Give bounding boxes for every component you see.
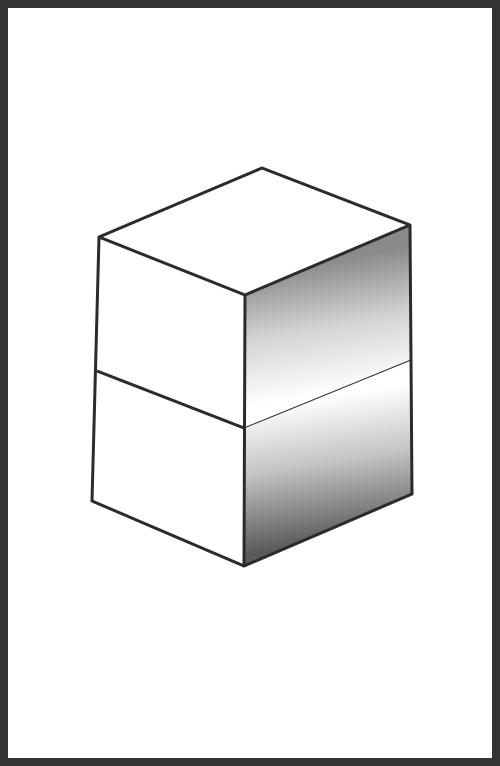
left-face-seam bbox=[96, 369, 245, 430]
upper-box-top-face bbox=[99, 168, 410, 295]
upper-box-left-face bbox=[97, 237, 245, 428]
front-edge bbox=[242, 294, 247, 567]
lower-box-right-face bbox=[244, 360, 412, 566]
upper-box-right-face bbox=[244, 225, 411, 428]
stack-outline bbox=[90, 166, 414, 568]
top-face-front-edges bbox=[98, 223, 411, 297]
right-face-seam bbox=[243, 359, 412, 429]
